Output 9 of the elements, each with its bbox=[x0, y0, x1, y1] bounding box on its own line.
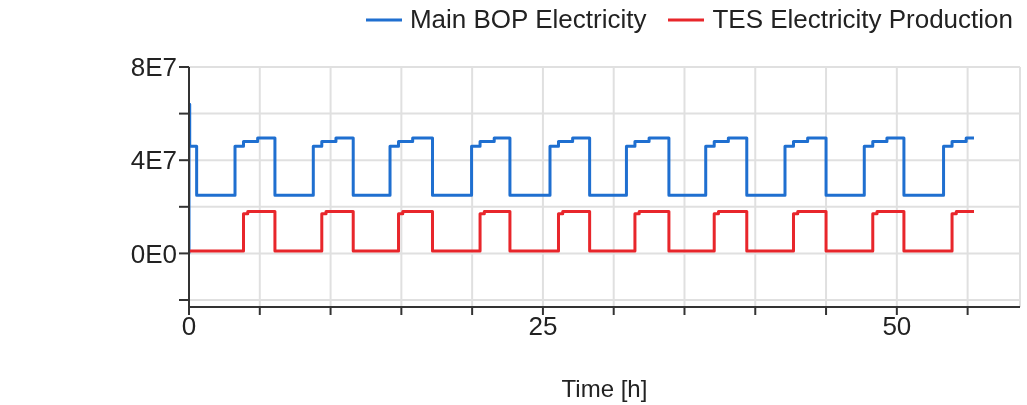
y-tick-label: 0E0 bbox=[130, 238, 177, 269]
y-tick-label: 8E7 bbox=[130, 52, 177, 83]
x-axis-title: Time [h] bbox=[561, 375, 648, 402]
legend-label: Main BOP Electricity bbox=[409, 4, 647, 35]
y-tick-label: 4E7 bbox=[130, 145, 177, 176]
legend-label: TES Electricity Production bbox=[712, 4, 1013, 35]
x-tick-label: 25 bbox=[528, 311, 558, 342]
x-tick-label: 0 bbox=[181, 311, 197, 342]
x-tick-label: 50 bbox=[882, 311, 912, 342]
